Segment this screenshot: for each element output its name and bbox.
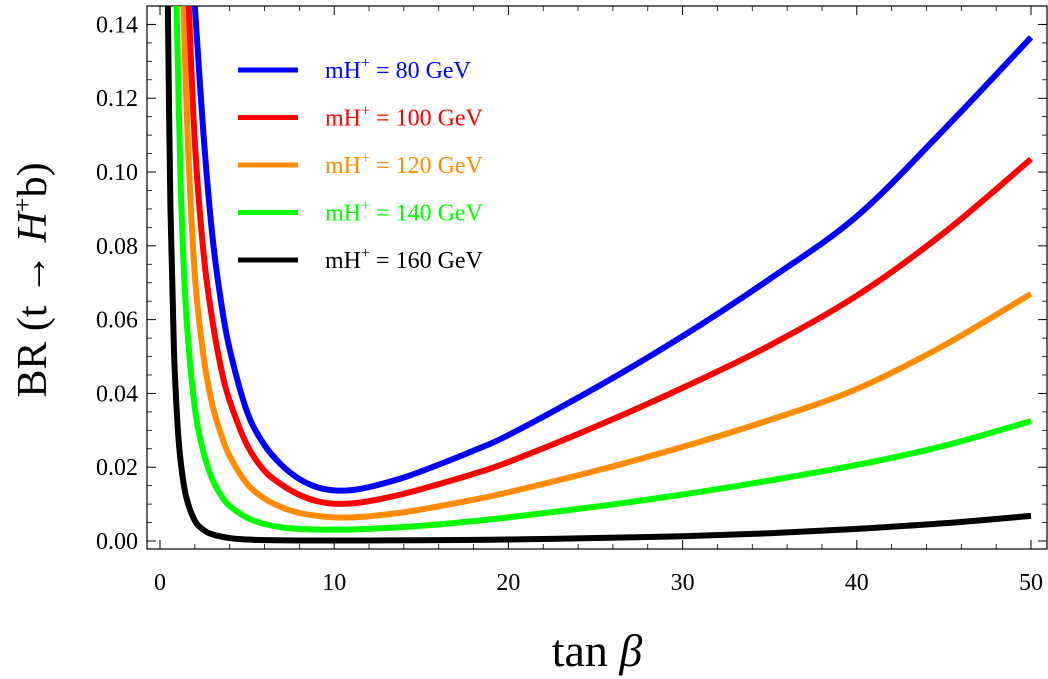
legend-label-rest: = 80 GeV — [370, 58, 472, 84]
legend-label-sup: + — [361, 245, 370, 262]
plot-frame — [146, 5, 1048, 550]
x-axis-title-text: tan — [552, 625, 620, 676]
legend-label-rest: = 120 GeV — [370, 153, 484, 179]
series-line-2 — [180, 6, 1033, 521]
legend-label-main: mH — [325, 248, 361, 274]
legend-label: mH+ = 80 GeV — [325, 55, 472, 84]
y-tick-label: 0.12 — [96, 86, 138, 112]
x-tick-label: 30 — [671, 570, 695, 596]
legend-label: mH+ = 100 GeV — [325, 103, 484, 132]
legend-label: mH+ = 120 GeV — [325, 150, 484, 179]
legend-label-sup: + — [361, 198, 370, 215]
x-axis-title-symbol: β — [618, 625, 642, 676]
y-axis-title-superscript: + — [8, 197, 37, 212]
y-axis-title-end: b) — [10, 162, 56, 197]
series-line-3 — [173, 6, 1032, 533]
legend-label: mH+ = 160 GeV — [325, 245, 484, 274]
legend-label-main: mH — [325, 106, 361, 132]
legend-label-main: mH — [325, 58, 361, 84]
legend-label-sup: + — [361, 55, 370, 72]
x-tick-label: 40 — [845, 570, 869, 596]
legend-label: mH+ = 140 GeV — [325, 198, 484, 227]
series-line-4 — [164, 6, 1032, 544]
y-axis-title: BR (t → H+b) — [8, 162, 56, 397]
axis-ticks: 0 10 20 30 40 50 0.00 0.02 0.04 0.06 0.08 0.10 0.12 0… — [96, 6, 1047, 596]
x-tick-label: 50 — [1019, 570, 1043, 596]
y-tick-label: 0.08 — [96, 234, 138, 260]
series-layer — [164, 6, 1034, 544]
x-axis-title: tan β — [552, 625, 643, 676]
series-line-0 — [191, 6, 1034, 494]
legend-label-rest: = 100 GeV — [370, 106, 484, 132]
x-tick-label: 20 — [496, 570, 520, 596]
y-tick-label: 0.04 — [96, 381, 138, 407]
x-tick-label: 0 — [154, 570, 166, 596]
y-axis-title-symbol: H — [10, 209, 56, 243]
y-tick-label: 0.00 — [96, 529, 138, 555]
y-axis-title-text: BR (t → — [10, 242, 56, 397]
y-tick-label: 0.06 — [96, 308, 138, 334]
y-tick-label: 0.02 — [96, 455, 138, 481]
series-line-1 — [185, 6, 1033, 507]
legend-label-sup: + — [361, 150, 370, 167]
x-tick-label: 10 — [322, 570, 346, 596]
y-tick-label: 0.14 — [96, 12, 138, 38]
y-tick-label: 0.10 — [96, 160, 138, 186]
legend-label-rest: = 160 GeV — [370, 248, 484, 274]
legend-label-main: mH — [325, 153, 361, 179]
legend-label-rest: = 140 GeV — [370, 201, 484, 227]
legend-label-main: mH — [325, 201, 361, 227]
legend-label-sup: + — [361, 103, 370, 120]
